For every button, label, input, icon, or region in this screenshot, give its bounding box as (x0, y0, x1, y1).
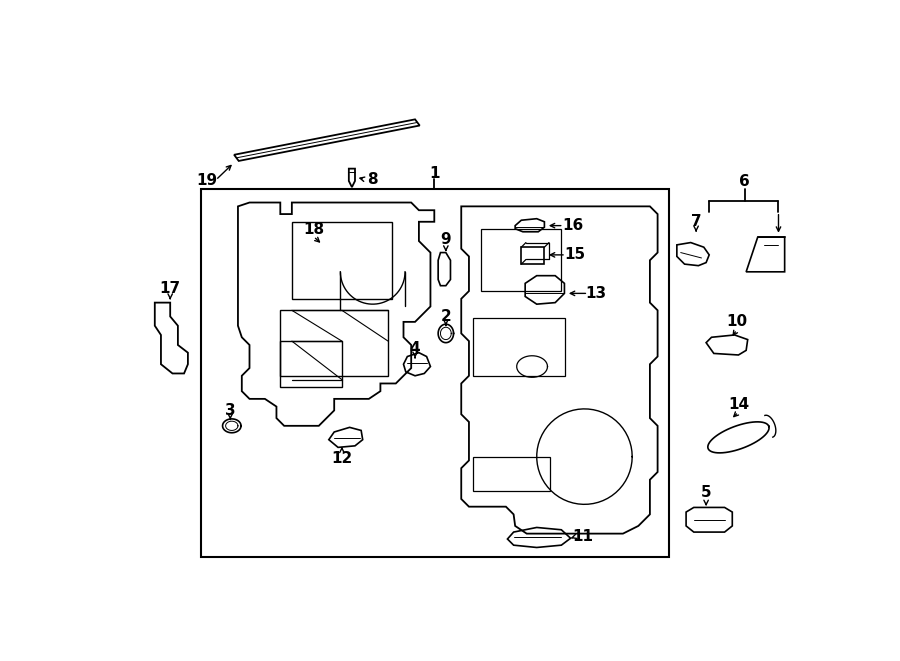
Text: 17: 17 (159, 282, 181, 296)
Text: 12: 12 (331, 451, 353, 465)
Text: 14: 14 (728, 397, 749, 412)
Text: 6: 6 (739, 175, 750, 189)
Text: 2: 2 (440, 309, 451, 324)
Text: 9: 9 (440, 232, 451, 247)
Text: 19: 19 (196, 173, 218, 188)
Text: 5: 5 (701, 485, 711, 500)
Text: 15: 15 (564, 247, 585, 262)
Text: 13: 13 (585, 286, 607, 301)
Text: 1: 1 (429, 166, 439, 180)
Text: 4: 4 (410, 341, 420, 356)
Text: 7: 7 (691, 214, 701, 229)
Text: 8: 8 (367, 172, 378, 187)
Text: 16: 16 (562, 218, 583, 233)
Text: 10: 10 (726, 315, 748, 329)
Text: 18: 18 (302, 222, 324, 237)
Text: 11: 11 (572, 529, 593, 544)
Text: 3: 3 (225, 403, 236, 418)
